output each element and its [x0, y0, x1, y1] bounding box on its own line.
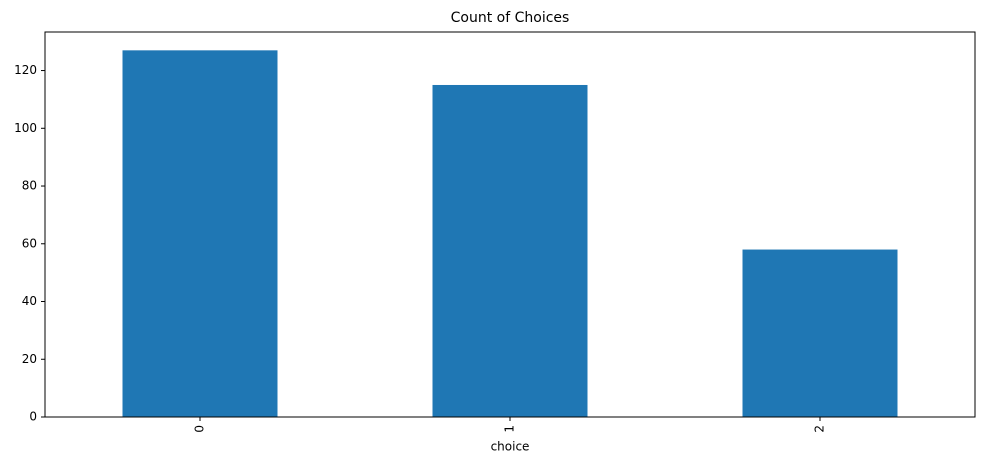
- bar: [122, 50, 278, 417]
- y-tick-label: 0: [29, 410, 37, 424]
- x-tick-label: 2: [813, 425, 827, 433]
- chart-title: Count of Choices: [451, 10, 570, 26]
- y-tick-label: 100: [14, 121, 37, 135]
- x-axis-label: choice: [491, 440, 530, 454]
- bar: [742, 249, 898, 417]
- x-tick-label: 0: [193, 425, 207, 433]
- x-tick-label: 1: [503, 425, 517, 433]
- y-tick-label: 40: [22, 294, 37, 308]
- y-tick-label: 120: [14, 63, 37, 77]
- bar: [432, 84, 588, 417]
- plot-frame: [44, 31, 976, 418]
- y-tick-label: 20: [22, 352, 37, 366]
- y-tick-label: 80: [22, 179, 37, 193]
- y-tick-label: 60: [22, 236, 37, 250]
